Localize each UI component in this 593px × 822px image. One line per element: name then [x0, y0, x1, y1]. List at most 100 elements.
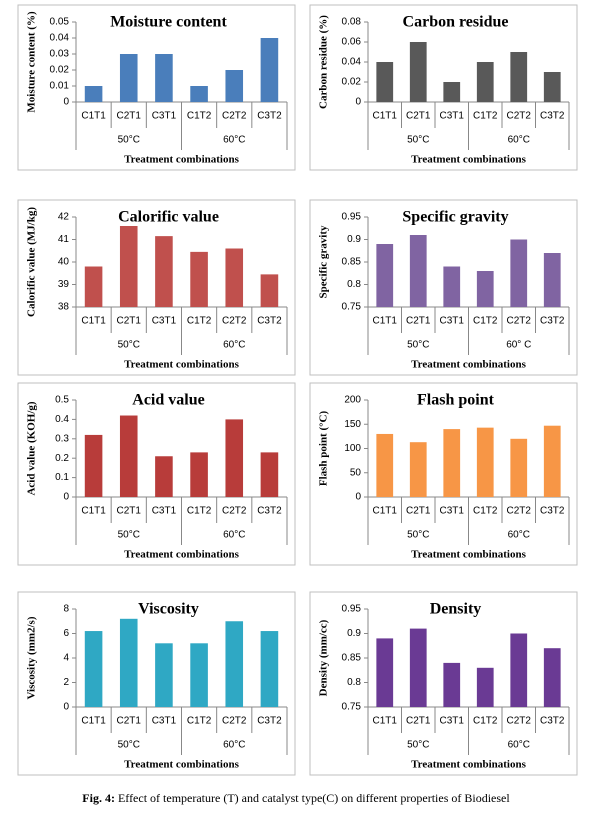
group-label: 50°C: [118, 135, 140, 146]
x-tick-label: C2T1: [117, 316, 142, 327]
x-tick-label: C2T1: [406, 506, 431, 517]
bar: [409, 42, 427, 102]
y-axis-label: Calorific value (MJ/kg): [26, 207, 38, 317]
x-tick-label: C2T1: [117, 716, 142, 727]
y-tick-label: 6: [63, 628, 69, 639]
x-tick-label: C1T1: [81, 506, 106, 517]
bar: [155, 456, 173, 497]
panel-border: [17, 4, 296, 171]
bar: [443, 429, 461, 497]
group-label: 50°C: [407, 740, 429, 751]
x-tick-label: C3T1: [152, 506, 177, 517]
panel-border: [17, 199, 296, 376]
bar: [409, 628, 427, 707]
bar: [510, 52, 528, 102]
bar: [155, 54, 173, 102]
chart-title: Flash point: [417, 392, 495, 409]
bar: [543, 72, 561, 102]
y-axis-label: Density (mm/cc): [318, 619, 330, 696]
panel-border: [309, 591, 578, 776]
x-tick-label: C2T2: [222, 506, 247, 517]
y-tick-label: 0.04: [50, 33, 70, 44]
chart-panel: Acid value Acid value (KOH/g) 0 0.1 0.2 0.3 0.…: [17, 382, 296, 566]
chart-panel: Moisture content Moisture content (%) 0 0.0…: [17, 4, 296, 171]
chart-title: Acid value: [132, 392, 204, 409]
bar: [84, 266, 103, 307]
bar: [260, 452, 279, 497]
bar: [84, 631, 103, 707]
x-tick-label: C2T1: [406, 316, 431, 327]
y-tick-label: 150: [344, 419, 361, 430]
caption-text: Effect of temperature (T) and catalyst t…: [118, 791, 510, 805]
x-tick-label: C1T1: [373, 316, 398, 327]
y-axis-label: Carbon residue (%): [318, 15, 330, 109]
x-axis-label: Treatment combinations: [411, 359, 526, 371]
bar: [510, 633, 528, 707]
x-tick-label: C1T1: [81, 716, 106, 727]
panel-border: [309, 382, 578, 566]
x-tick-label: C2T1: [117, 506, 142, 517]
x-tick-label: C3T2: [540, 111, 565, 122]
x-tick-label: C3T1: [440, 506, 465, 517]
y-tick-label: 38: [58, 302, 70, 313]
y-axis-label: Specific gravity: [318, 225, 330, 299]
bar: [409, 442, 427, 497]
group-label: 60°C: [223, 530, 245, 541]
bar: [443, 662, 461, 707]
y-axis-label: Acid value (KOH/g): [26, 401, 38, 495]
bar: [119, 415, 138, 497]
y-tick-label: 0: [63, 702, 69, 713]
x-tick-label: C3T2: [540, 716, 565, 727]
bar: [510, 438, 528, 497]
bar: [260, 274, 279, 307]
y-tick-label: 0.1: [55, 472, 69, 483]
x-tick-label: C1T1: [373, 111, 398, 122]
y-tick-label: 0.9: [347, 628, 361, 639]
y-tick-label: 0.5: [55, 395, 69, 406]
bar: [543, 648, 561, 707]
group-label: 60°C: [508, 135, 530, 146]
group-label: 50°C: [407, 530, 429, 541]
bar: [190, 86, 208, 102]
bar: [84, 86, 103, 102]
y-tick-label: 0.3: [55, 433, 69, 444]
y-tick-label: 0.95: [342, 212, 362, 223]
x-tick-label: C2T1: [406, 111, 431, 122]
panel-border: [17, 382, 296, 566]
x-tick-label: C1T1: [81, 316, 106, 327]
chart-panel: Viscosity Viscosity (mm2/s) 0 2 4 6 8 C1T1 C2T1 C…: [17, 591, 296, 776]
x-tick-label: C3T1: [440, 111, 465, 122]
bar: [119, 618, 138, 707]
y-tick-label: 100: [344, 443, 361, 454]
bar: [225, 70, 244, 102]
group-label: 50°C: [118, 740, 140, 751]
y-tick-label: 0.02: [342, 77, 362, 88]
x-axis-label: Treatment combinations: [124, 154, 239, 166]
y-tick-label: 0: [355, 97, 361, 108]
bar: [260, 631, 279, 707]
y-tick-label: 41: [58, 234, 70, 245]
x-tick-label: C3T2: [540, 506, 565, 517]
group-label: 50°C: [407, 340, 429, 351]
y-tick-label: 0.2: [55, 453, 69, 464]
x-axis-label: Treatment combinations: [411, 549, 526, 561]
x-tick-label: C3T2: [257, 111, 282, 122]
x-axis-label: Treatment combinations: [124, 359, 239, 371]
bar: [376, 433, 394, 497]
bar: [376, 62, 394, 102]
y-tick-label: 2: [63, 677, 69, 688]
y-tick-label: 0.06: [342, 37, 362, 48]
x-tick-label: C3T1: [440, 716, 465, 727]
x-tick-label: C1T2: [187, 316, 212, 327]
y-tick-label: 0.75: [342, 702, 362, 713]
chart-panel: Calorific value Calorific value (MJ/kg) 38…: [17, 199, 296, 376]
bar: [119, 226, 138, 307]
caption-label: Fig. 4:: [82, 791, 115, 805]
chart-panel: Specific gravity Specific gravity 0.75 0.8 0…: [309, 199, 578, 376]
x-tick-label: C1T2: [473, 506, 498, 517]
x-tick-label: C2T2: [507, 316, 532, 327]
y-tick-label: 0.02: [50, 65, 70, 76]
group-label: 60°C: [508, 740, 530, 751]
chart-panel: Carbon residue Carbon residue (%) 0 0.02 0.0…: [309, 4, 578, 171]
y-tick-label: 200: [344, 395, 361, 406]
